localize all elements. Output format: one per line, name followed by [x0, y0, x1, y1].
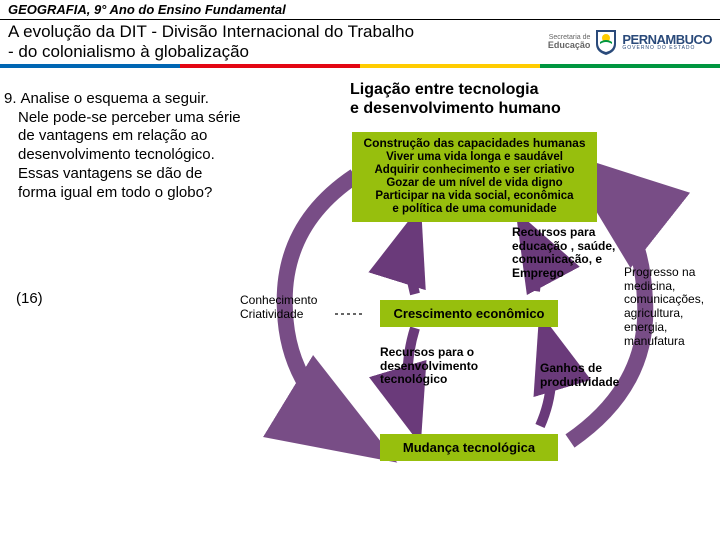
label-productivity-gains: Ganhos de produtividade [540, 362, 620, 390]
box-economic-growth: Crescimento econômico [380, 300, 558, 327]
cap-l4: Gozar de um nível de vida digno [360, 177, 589, 190]
question-text: 9.Analise o esquema a seguir. Nele pode-… [18, 90, 243, 203]
cap-l2: Viver uma vida longa e saudável [360, 151, 589, 164]
question-body: Analise o esquema a seguir. Nele pode-se… [18, 90, 241, 201]
label-resources-education: Recursos para educação , saúde, comunica… [512, 226, 632, 281]
cap-l6: e política de uma comunidade [360, 203, 589, 216]
logo-secretaria-l2: Educação [548, 41, 591, 50]
title-line-1: A evolução da DIT - Divisão Internaciona… [8, 22, 414, 41]
box-capabilities: Construção das capacidades humanas Viver… [352, 132, 597, 222]
page-title: A evolução da DIT - Divisão Internaciona… [8, 22, 414, 63]
label-knowledge: Conhecimento Criatividade [240, 294, 340, 322]
content-area: 9.Analise o esquema a seguir. Nele pode-… [0, 68, 720, 528]
title-line-2: - do colonialismo à globalização [8, 42, 249, 61]
cap-l5: Participar na vida social, econômica [360, 190, 589, 203]
cap-l1: Construção das capacidades humanas [360, 137, 589, 151]
subject-line: GEOGRAFIA, 9° Ano do Ensino Fundamental [0, 0, 720, 20]
header: GEOGRAFIA, 9° Ano do Ensino Fundamental … [0, 0, 720, 68]
label-progress: Progresso na medicina, comunicações, agr… [624, 266, 716, 349]
question-number: 9. [4, 90, 17, 107]
label-resources-dev: Recursos para o desenvolvimento tecnológ… [380, 346, 500, 387]
shield-icon [594, 28, 618, 56]
gov-logo: Secretaria de Educação PERNAMBUCO GOVERN… [532, 23, 712, 61]
logo-state-sub: GOVERNO DO ESTADO [622, 46, 712, 51]
box-tech-change: Mudança tecnológica [380, 434, 558, 461]
diagram: Ligação entre tecnologia e desenvolvimen… [240, 76, 710, 524]
question-ref: (16) [16, 290, 43, 307]
cap-l3: Adquirir conhecimento e ser criativo [360, 164, 589, 177]
